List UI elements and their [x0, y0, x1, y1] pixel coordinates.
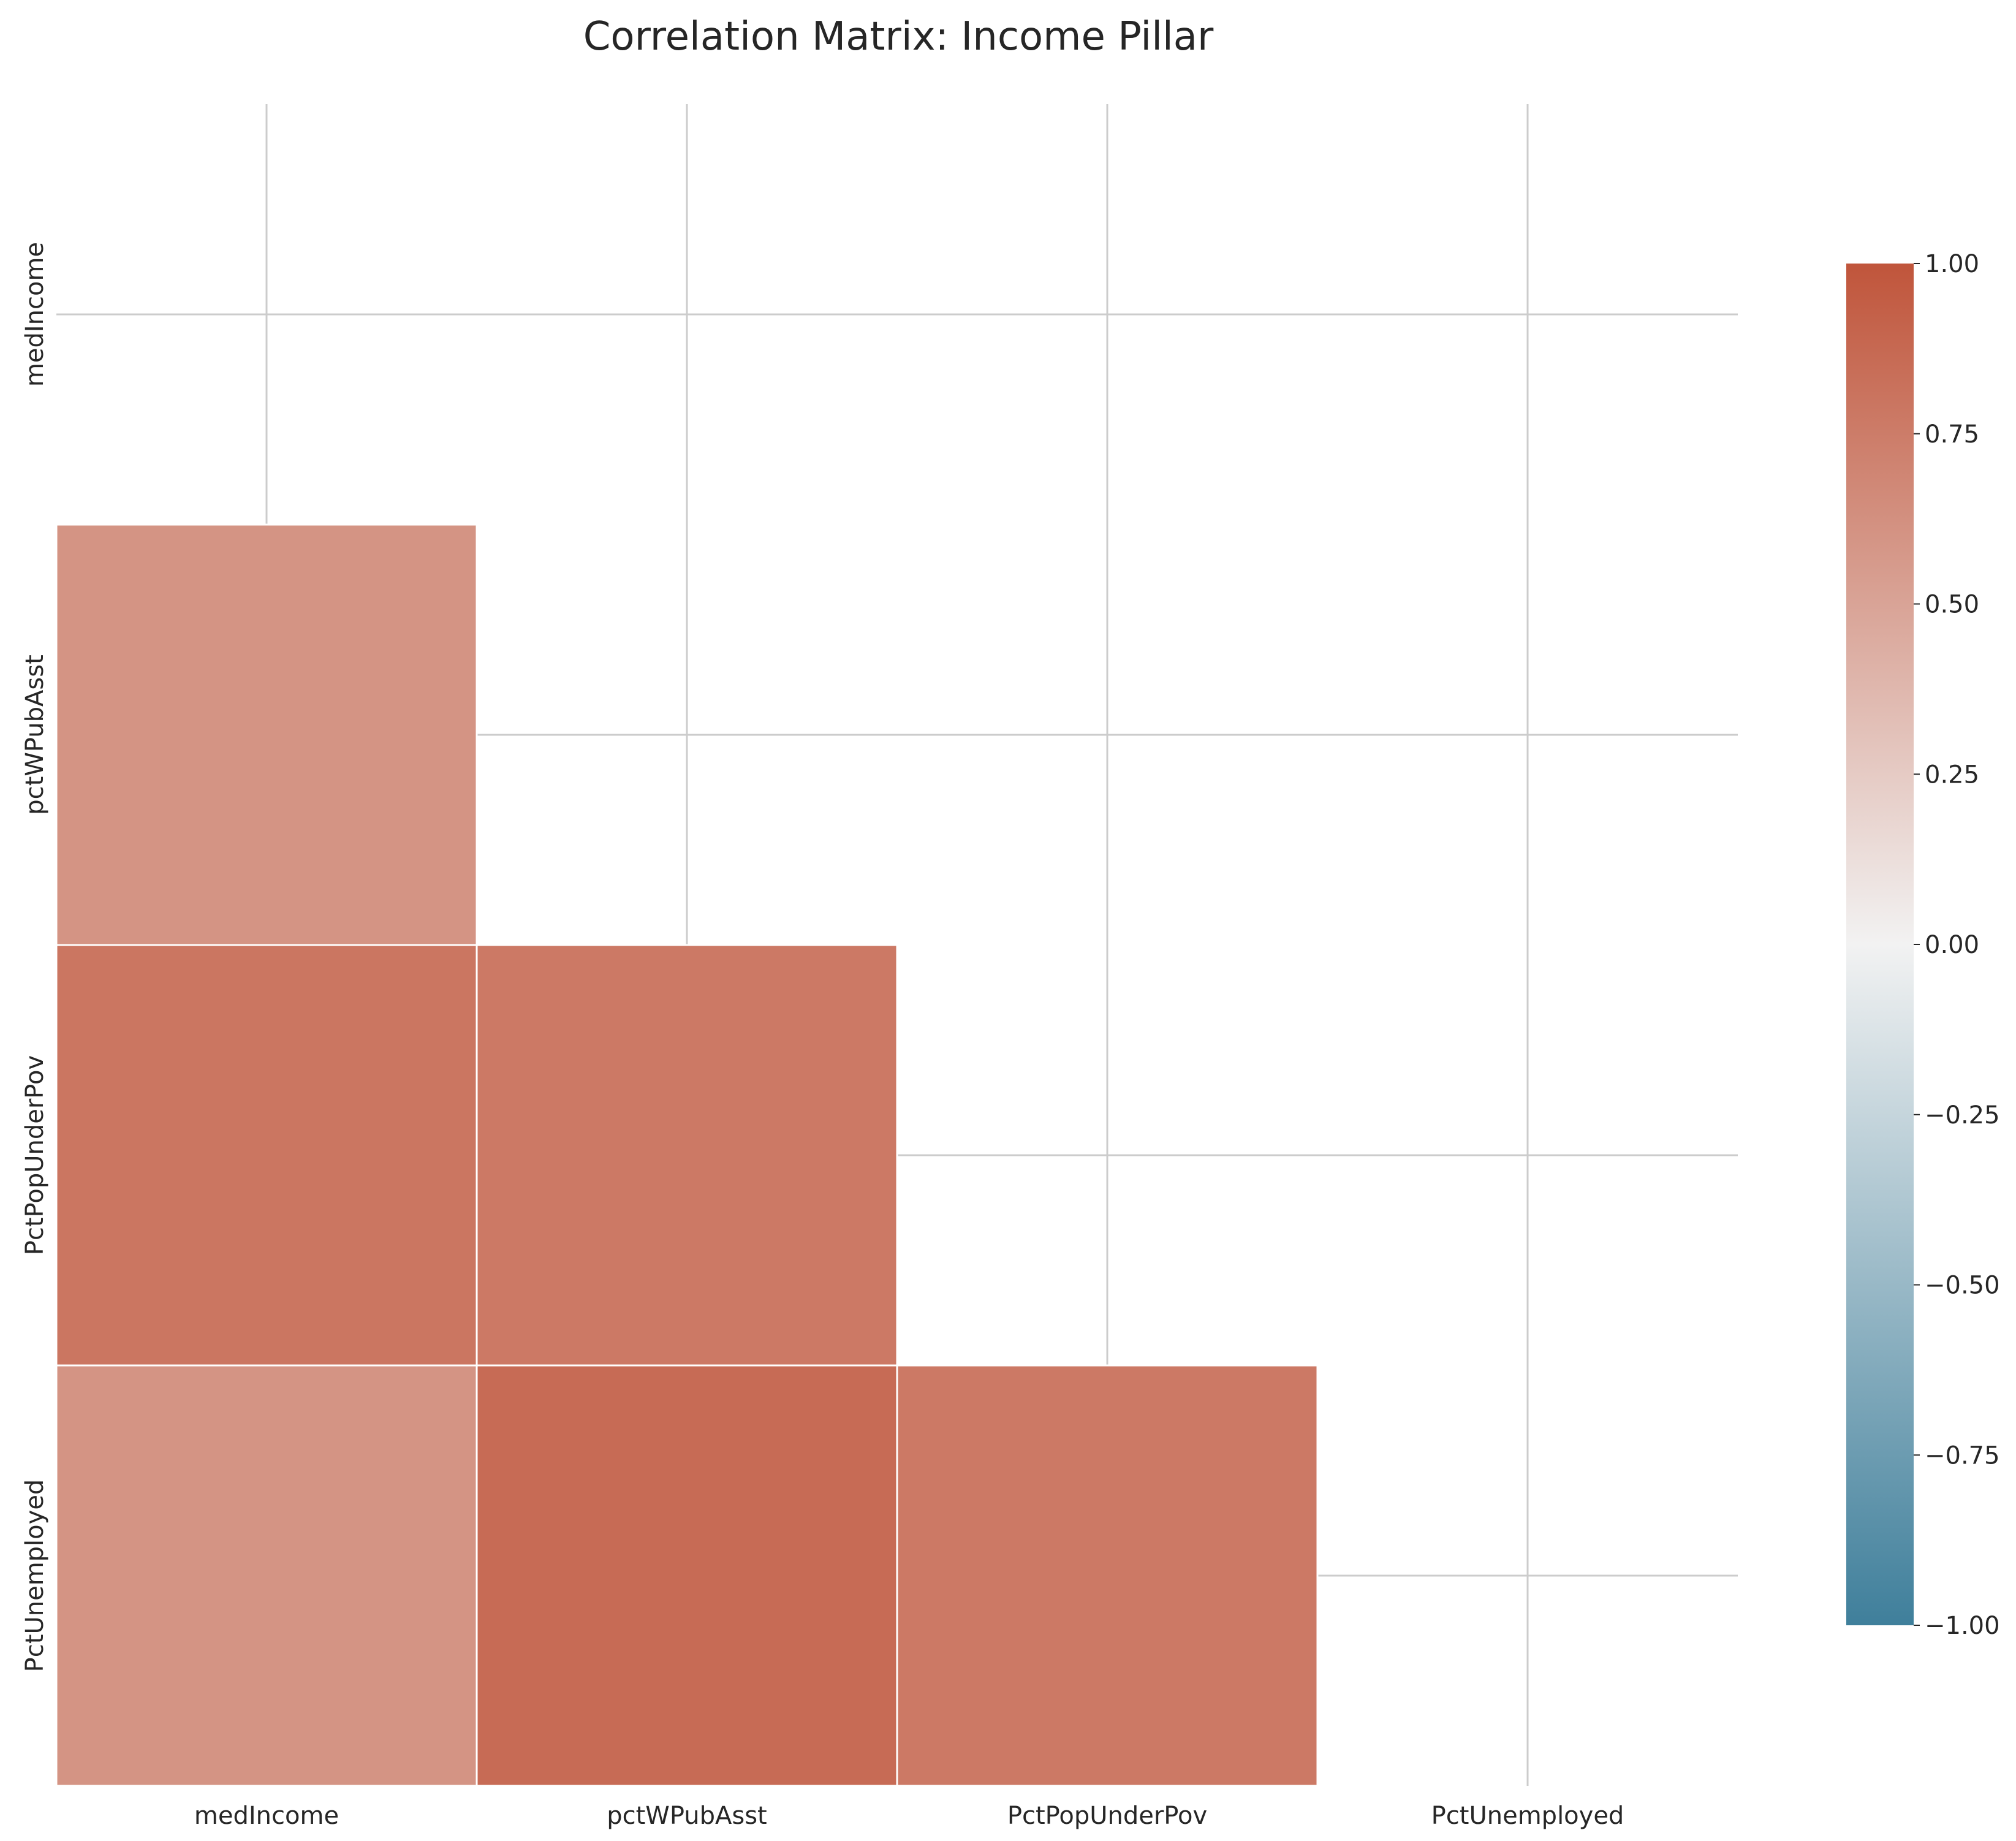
colorbar-tick-label: −0.50: [1925, 1272, 2000, 1300]
colorbar-tick-label: −0.25: [1925, 1101, 2000, 1129]
colorbar: 1.00 0.75 0.50 0.25 0.00 −0.25 −0.50 −0.75 −1.00: [1846, 250, 2000, 1640]
heatmap-cell: [55, 1364, 478, 1787]
x-tick-label: PctPopUnderPov: [1007, 1802, 1207, 1830]
x-tick-labels: medIncome pctWPubAsst PctPopUnderPov PctUne…: [194, 1802, 1624, 1830]
y-tick-labels: medIncome pctWPubAsst PctPopUnderPov PctUne…: [21, 242, 49, 1672]
colorbar-tick-label: 0.75: [1925, 420, 1979, 449]
colorbar-tick-label: 0.50: [1925, 591, 1979, 619]
heatmap-cell: [55, 523, 478, 946]
heatmap-cell: [896, 1364, 1319, 1787]
colorbar-tick-label: −1.00: [1925, 1612, 2000, 1640]
x-tick-label: pctWPubAsst: [607, 1802, 767, 1830]
heatmap-cell: [476, 1364, 898, 1787]
x-tick-label: PctUnemployed: [1431, 1802, 1624, 1830]
colorbar-tick-label: −0.75: [1925, 1441, 2000, 1470]
colorbar-gradient: [1846, 264, 1914, 1625]
colorbar-tick-label: 0.00: [1925, 931, 1979, 959]
y-tick-label: PctPopUnderPov: [21, 1055, 49, 1255]
chart-title: Correlation Matrix: Income Pillar: [583, 14, 1214, 59]
x-tick-label: medIncome: [194, 1802, 339, 1830]
heatmap-cells: [55, 523, 1319, 1787]
y-tick-label: medIncome: [21, 242, 49, 387]
colorbar-tick-label: 0.25: [1925, 761, 1979, 789]
heatmap-cell: [476, 944, 898, 1367]
heatmap-cell: [55, 944, 478, 1367]
y-tick-label: pctWPubAsst: [21, 655, 49, 815]
y-tick-label: PctUnemployed: [21, 1479, 49, 1672]
colorbar-tick-label: 1.00: [1925, 250, 1979, 278]
